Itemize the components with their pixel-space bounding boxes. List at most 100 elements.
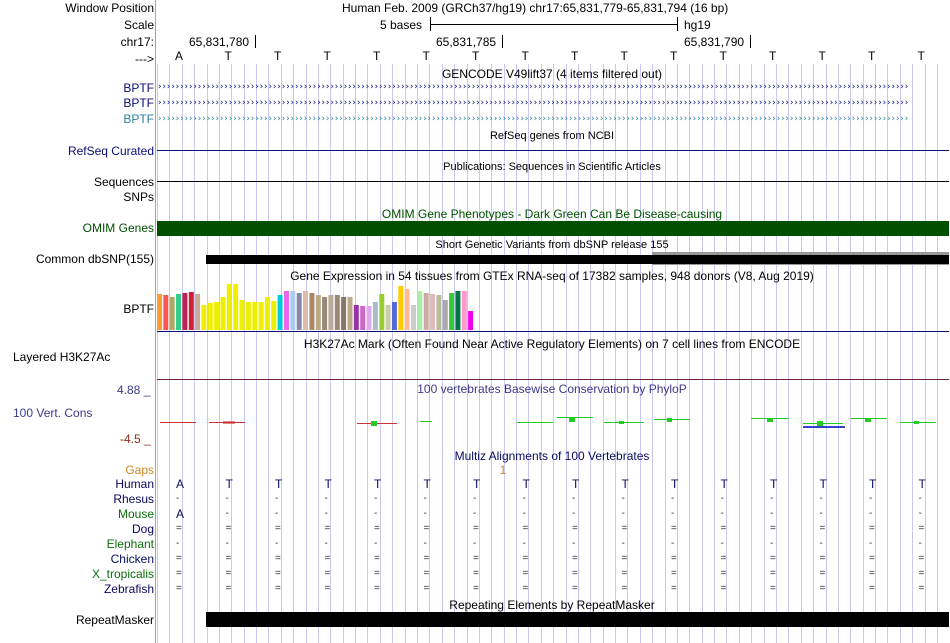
dbsnp-track-label[interactable]: Common dbSNP(155) [35,252,154,266]
snps-track-label[interactable]: SNPs [123,190,154,204]
gtex-tissue-bar[interactable] [220,297,226,330]
gtex-tissue-bar[interactable] [423,293,429,330]
h3k27ac-track-label[interactable]: Layered H3K27Ac [13,350,111,364]
gtex-tissue-bar[interactable] [176,294,181,330]
gtex-tissue-bar[interactable] [233,284,239,330]
gtex-tissue-bar[interactable] [417,291,423,330]
dbsnp-track-title[interactable]: Short Genetic Variants from dbSNP releas… [435,239,669,251]
gtex-bar-chart[interactable] [157,284,537,330]
gtex-tissue-bar[interactable] [398,286,404,330]
gtex-tissue-bar[interactable] [252,302,258,330]
phylop-track-label[interactable]: 100 Vert. Cons [13,406,93,420]
gtex-tissue-bar[interactable] [264,297,270,330]
gtex-tissue-bar[interactable] [163,295,169,330]
gtex-tissue-bar[interactable] [341,297,347,330]
gtex-tissue-bar[interactable] [188,292,194,330]
alignment-base: = [423,553,430,564]
omim-track-label[interactable]: OMIM Genes [82,221,154,235]
refseq-track-label[interactable]: RefSeq Curated [67,144,154,158]
species-label[interactable]: Elephant [106,537,154,551]
gtex-track-label[interactable]: BPTF [123,302,154,316]
gencode-gene-label-2[interactable]: BPTF [123,96,154,110]
gtex-tissue-bar[interactable] [245,302,251,330]
gtex-tissue-bar[interactable] [468,311,474,330]
gencode-gene-label-1[interactable]: BPTF [123,81,154,95]
refseq-track-title[interactable]: RefSeq genes from NCBI [489,130,615,142]
gencode-transcript-2[interactable]: ››››››››››››››››››››››››››››››››››››››››… [157,98,949,108]
gtex-tissue-bar[interactable] [195,294,201,330]
gtex-tissue-bar[interactable] [442,300,448,330]
gtex-tissue-bar[interactable] [226,284,232,330]
gtex-tissue-bar[interactable] [366,306,372,330]
gtex-tissue-bar[interactable] [404,289,410,330]
gtex-track-title[interactable]: Gene Expression in 54 tissues from GTEx … [290,269,814,283]
publications-track-title[interactable]: Publications: Sequences in Scientific Ar… [443,161,661,173]
repeatmasker-element-bar[interactable] [206,612,949,627]
multiz-track-title[interactable]: Multiz Alignments of 100 Vertebrates [454,449,650,463]
gtex-tissue-bar[interactable] [303,291,308,330]
gtex-tissue-bar[interactable] [430,294,436,330]
gtex-tissue-bar[interactable] [436,295,442,330]
gtex-tissue-bar[interactable] [315,295,321,330]
gtex-tissue-bar[interactable] [290,291,296,330]
gtex-tissue-bar[interactable] [239,300,245,330]
alignment-base: = [473,583,479,594]
species-label[interactable]: Dog [131,522,154,536]
gtex-tissue-bar[interactable] [157,294,162,330]
repeatmasker-track-title[interactable]: Repeating Elements by RepeatMasker [449,598,655,612]
species-label[interactable]: X_tropicalis [91,567,154,581]
sequences-track-label[interactable]: Sequences [93,175,154,189]
gtex-tissue-bar[interactable] [411,305,416,330]
gtex-tissue-bar[interactable] [277,295,283,330]
assembly-position-text[interactable]: Human Feb. 2009 (GRCh37/hg19) chr17:65,8… [342,1,729,15]
gtex-tissue-bar[interactable] [284,291,289,330]
publications-line[interactable] [157,181,949,182]
gtex-tissue-bar[interactable] [182,293,188,330]
gtex-tissue-bar[interactable] [322,297,328,330]
gtex-tissue-bar[interactable] [309,293,315,330]
h3k27ac-track-title[interactable]: H3K27Ac Mark (Often Found Near Active Re… [303,337,801,351]
gtex-tissue-bar[interactable] [455,291,461,330]
phylop-track-title[interactable]: 100 vertebrates Basewise Conservation by… [417,382,687,396]
gencode-track-title[interactable]: GENCODE V49lift37 (4 items filtered out) [441,67,663,81]
gtex-tissue-bar[interactable] [201,305,207,330]
species-label[interactable]: Zebrafish [103,582,154,596]
gtex-tissue-bar[interactable] [353,305,359,330]
gtex-tissue-bar[interactable] [449,293,455,330]
gtex-tissue-bar[interactable] [258,302,264,330]
alignment-base: = [770,583,776,594]
alignment-base: = [473,523,479,534]
dbsnp-variant-black[interactable] [206,255,949,264]
gtex-tissue-bar[interactable] [347,297,353,330]
alignment-base: = [423,568,430,579]
gtex-tissue-bar[interactable] [296,293,302,330]
gtex-tissue-bar[interactable] [334,295,340,330]
species-label[interactable]: Rhesus [113,492,154,506]
alignment-base: = [819,553,826,564]
gtex-tissue-bar[interactable] [461,291,467,330]
gencode-gene-label-3[interactable]: BPTF [123,112,154,126]
refseq-gene-line[interactable] [157,150,949,151]
gtex-tissue-bar[interactable] [385,305,391,330]
gtex-tissue-bar[interactable] [391,302,397,330]
alignment-base: = [671,583,677,594]
gtex-tissue-bar[interactable] [360,306,366,330]
species-label[interactable]: Human [115,477,154,491]
gencode-transcript-3[interactable]: ››››››››››››››››››››››››››››››››››››››››… [157,114,949,124]
multiz-gap-mark[interactable]: 1 [499,463,507,477]
gencode-transcript-1[interactable]: ››››››››››››››››››››››››››››››››››››››››… [157,82,949,92]
gtex-tissue-bar[interactable] [207,303,213,330]
gtex-tissue-bar[interactable] [214,302,220,330]
gtex-tissue-bar[interactable] [169,297,175,330]
phylop-signal[interactable] [157,410,949,432]
gtex-tissue-bar[interactable] [379,294,385,330]
alignment-base: = [869,583,875,594]
gtex-tissue-bar[interactable] [271,301,277,330]
repeatmasker-track-label[interactable]: RepeatMasker [75,613,154,627]
species-label[interactable]: Chicken [110,552,154,566]
omim-gene-bar[interactable] [157,221,949,236]
omim-track-title[interactable]: OMIM Gene Phenotypes - Dark Green Can Be… [381,207,723,221]
gtex-tissue-bar[interactable] [328,295,334,330]
gtex-tissue-bar[interactable] [372,302,378,330]
species-label[interactable]: Mouse [117,507,154,521]
